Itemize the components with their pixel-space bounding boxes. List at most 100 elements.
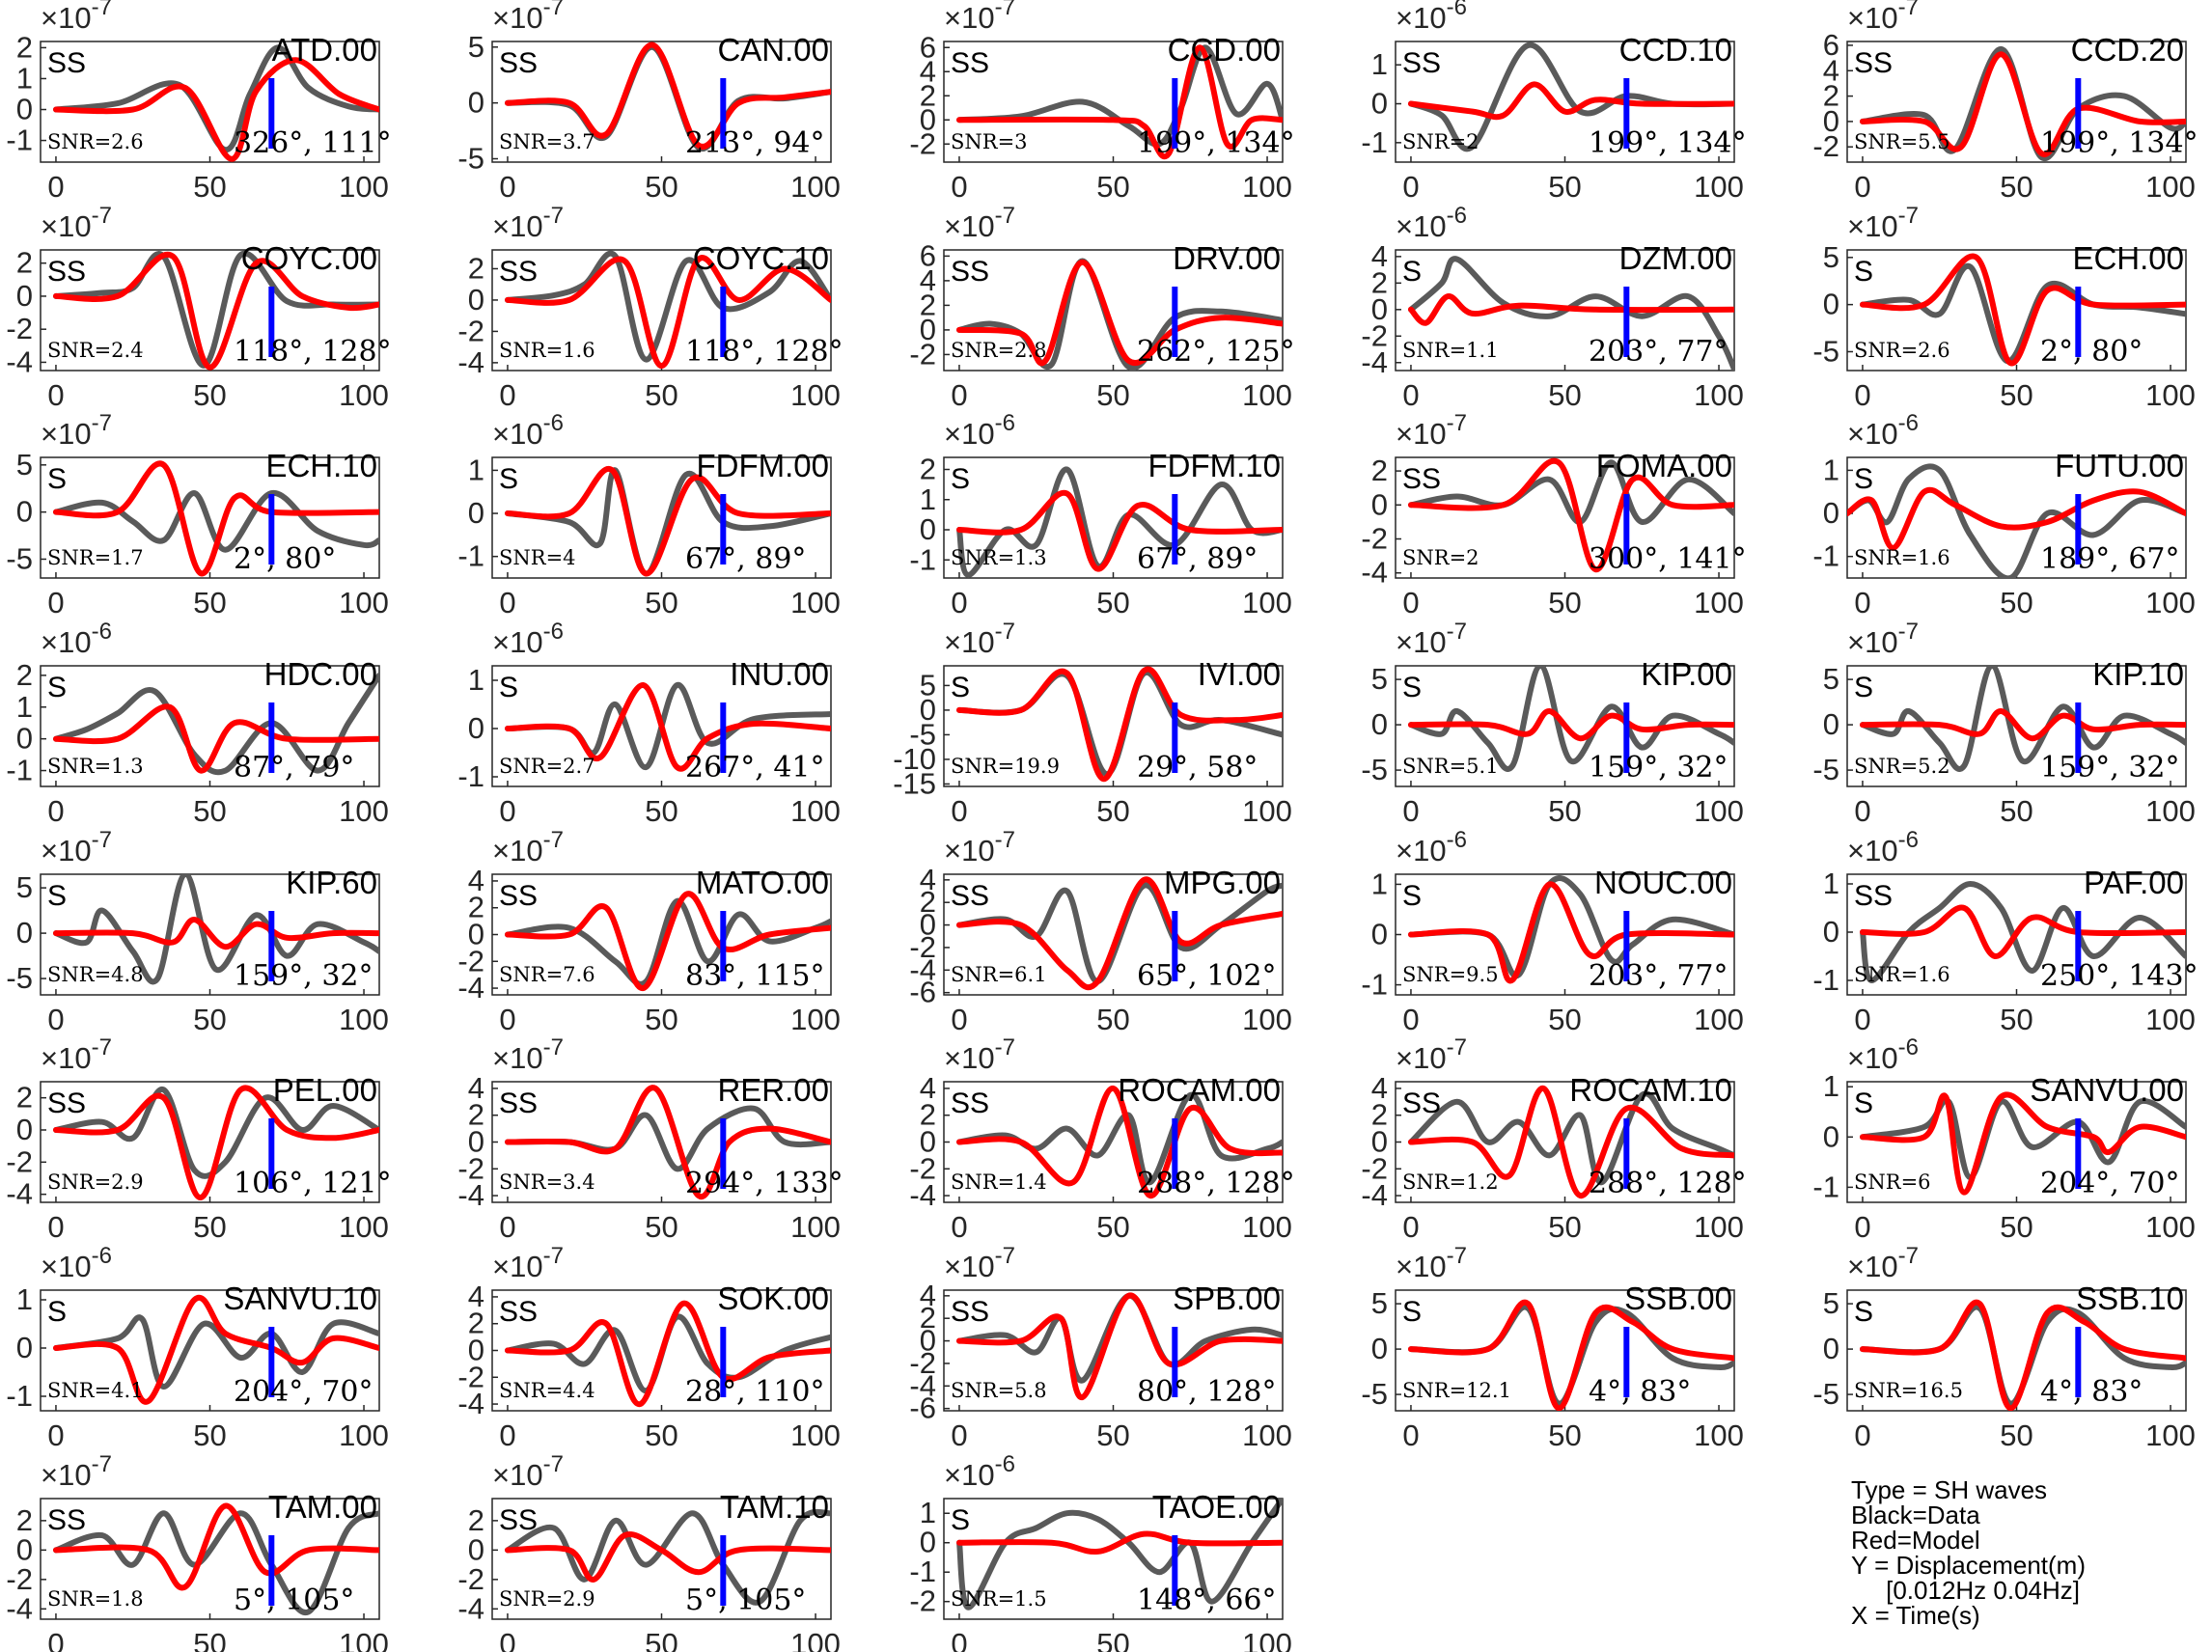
phase-label: S [1854, 256, 1873, 288]
x-tick-label: 100 [339, 1418, 389, 1452]
y-tick-label: 1 [16, 1282, 33, 1316]
station-label: FDFM.10 [1147, 448, 1281, 483]
y-tick-label: 2 [468, 1503, 484, 1537]
azimuth-label: 199°, 134° [2040, 126, 2198, 160]
x-tick-label: 100 [1242, 586, 1292, 620]
snr-label: SNR=1.2 [1402, 1170, 1499, 1194]
y-exponent-label: ×10-7 [492, 1451, 564, 1492]
phase-label: S [499, 463, 518, 495]
panel-paf-00: 1 0 -1 0 50 100 ×10-6 SS PAF.00 SNR=1.6 250°, 143° [1812, 827, 2198, 1036]
y-tick-label: 0 [1371, 707, 1388, 741]
y-exponent-label: ×10-7 [41, 410, 112, 451]
snr-label: SNR=3.4 [499, 1170, 595, 1194]
data-trace [53, 44, 379, 153]
x-tick-label: 0 [499, 794, 515, 828]
legend: Type = SH waves Black=Data Red=Model Y =… [1851, 1475, 2086, 1630]
x-tick-label: 0 [951, 170, 967, 204]
panel-inu-00: 1 0 -1 0 50 100 ×10-6 S INU.00 SNR=2.7 267°, 41° [457, 619, 840, 828]
x-tick-label: 100 [1694, 378, 1744, 412]
y-exponent-label: ×10-7 [1847, 1243, 1919, 1283]
phase-label: SS [499, 1504, 538, 1536]
y-tick-label: 2 [920, 78, 936, 112]
x-tick-label: 50 [1548, 794, 1581, 828]
y-tick-label: 2 [468, 891, 484, 924]
x-tick-label: 100 [790, 586, 841, 620]
y-tick-label: 2 [16, 1503, 33, 1537]
x-tick-label: 50 [645, 1418, 677, 1452]
x-tick-label: 50 [2000, 586, 2032, 620]
y-tick-label: 0 [920, 693, 936, 727]
x-tick-label: 50 [1548, 170, 1581, 204]
y-tick-label: 4 [1823, 53, 1839, 87]
snr-label: SNR=12.1 [1402, 1379, 1511, 1402]
y-tick-label: 2 [16, 30, 33, 64]
y-tick-label: 1 [16, 61, 33, 95]
model-trace [505, 682, 831, 772]
y-tick-label: -2 [909, 337, 936, 371]
azimuth-label: 267°, 41° [685, 751, 825, 785]
snr-label: SNR=2.6 [47, 130, 144, 153]
station-label: FDFM.00 [696, 448, 829, 483]
model-trace [956, 1085, 1283, 1199]
y-tick-label: -2 [457, 1360, 484, 1393]
y-tick-label: -6 [909, 976, 936, 1009]
x-tick-label: 100 [2145, 170, 2196, 204]
x-tick-label: 50 [193, 378, 226, 412]
x-tick-label: 100 [1694, 170, 1744, 204]
model-trace [1408, 708, 1734, 742]
y-tick-label: -4 [1361, 556, 1388, 590]
azimuth-label: 87°, 79° [234, 751, 354, 785]
x-tick-label: 0 [47, 1210, 64, 1244]
model-trace [956, 259, 1283, 367]
x-tick-label: 0 [1854, 170, 1870, 204]
station-label: SANVU.00 [2030, 1072, 2184, 1108]
azimuth-label: 2°, 80° [2040, 335, 2143, 369]
phase-label: SS [47, 1504, 86, 1536]
phase-label: S [47, 672, 67, 703]
model-trace [53, 57, 379, 162]
panel-futu-00: 1 0 -1 0 50 100 ×10-6 S FUTU.00 SNR=1.6 189°, 67° [1812, 410, 2195, 620]
y-tick-label: -4 [457, 345, 484, 379]
azimuth-label: 83°, 115° [685, 959, 825, 993]
y-tick-label: 0 [468, 496, 484, 530]
snr-label: SNR=4.8 [47, 963, 144, 986]
azimuth-label: 159°, 32° [1589, 751, 1728, 785]
y-tick-label: 2 [920, 453, 936, 486]
y-tick-label: 0 [1823, 496, 1839, 530]
x-tick-label: 50 [1548, 1003, 1581, 1036]
y-tick-label: -15 [893, 766, 936, 800]
y-tick-label: 5 [1823, 662, 1839, 696]
y-exponent-label: ×10-7 [1396, 1034, 1467, 1075]
azimuth-label: 28°, 110° [685, 1375, 825, 1409]
data-trace [1860, 881, 2186, 983]
snr-label: SNR=1.7 [47, 546, 144, 569]
y-tick-label: 6 [920, 30, 936, 64]
snr-label: SNR=3.7 [499, 130, 595, 153]
y-tick-label: 2 [920, 1098, 936, 1132]
model-trace [1408, 457, 1734, 573]
x-tick-label: 0 [1402, 1210, 1419, 1244]
y-tick-label: -4 [1361, 1178, 1388, 1212]
axes-box [943, 1289, 1284, 1412]
phase-label: SS [499, 1088, 538, 1119]
station-label: SANVU.10 [223, 1280, 377, 1316]
y-tick-label: -2 [457, 1151, 484, 1185]
legend-line: Red=Model [1851, 1526, 1980, 1555]
model-trace [1860, 904, 2186, 959]
data-trace [505, 250, 831, 363]
axes-box [40, 41, 380, 163]
model-trace [1408, 81, 1734, 121]
snr-label: SNR=6.1 [951, 963, 1047, 986]
y-tick-label: 4 [1371, 1071, 1388, 1105]
azimuth-label: 2°, 80° [234, 542, 336, 576]
x-tick-label: 100 [339, 586, 389, 620]
y-tick-label: -5 [909, 717, 936, 751]
station-label: KIP.00 [1641, 656, 1732, 692]
